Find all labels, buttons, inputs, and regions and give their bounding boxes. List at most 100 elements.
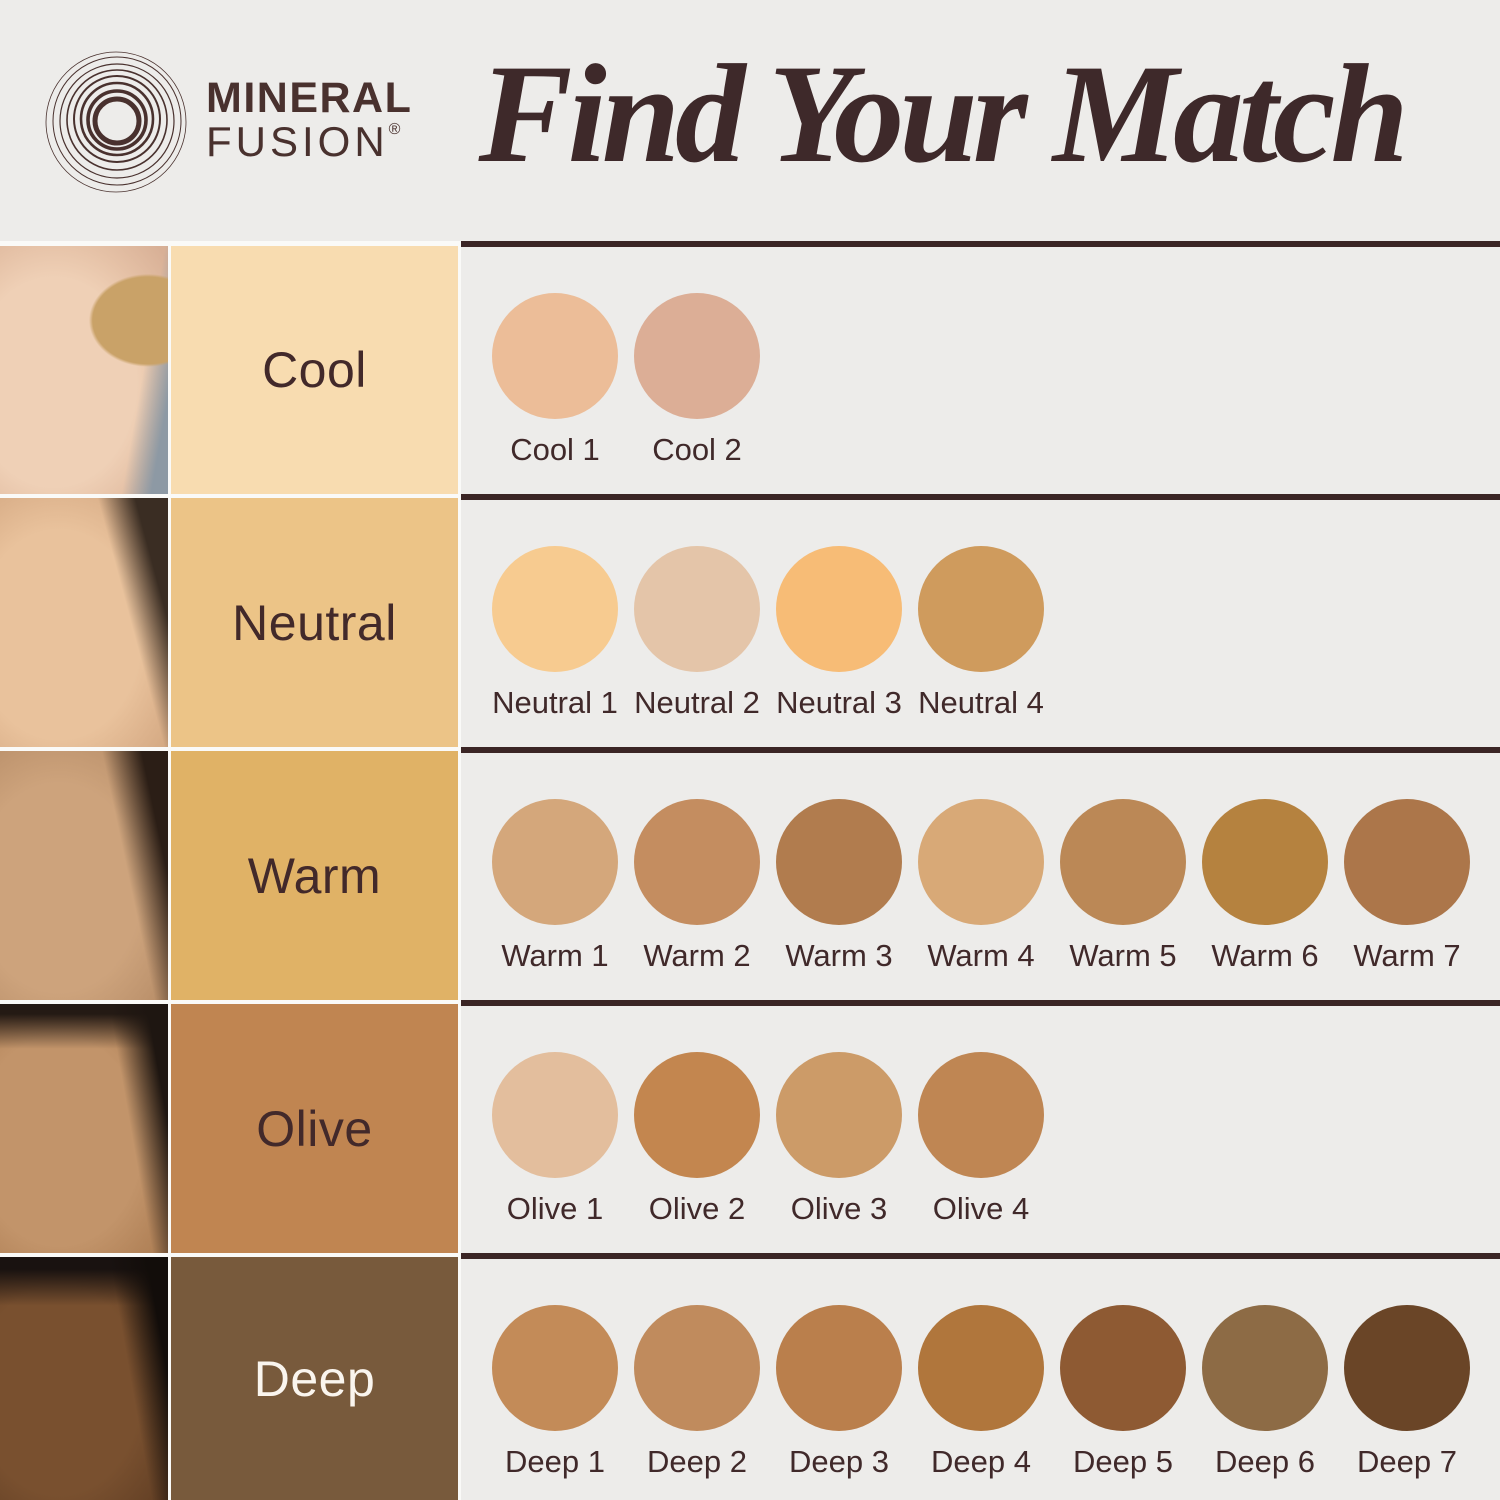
shade-swatch-neutral-1: Neutral 1 [492,546,618,721]
shade-swatch-circle [918,1305,1044,1431]
shade-swatch-circle [1344,799,1470,925]
shade-row-warm: Warm Warm 1 Warm 2 Warm 3 Warm 4 Warm 5 … [0,747,1500,1000]
shade-swatch-olive-3: Olive 3 [776,1052,902,1227]
shade-swatch-deep-3: Deep 3 [776,1305,902,1480]
shade-swatch-deep-1: Deep 1 [492,1305,618,1480]
shade-swatch-olive-1: Olive 1 [492,1052,618,1227]
shade-swatch-circle [776,546,902,672]
swatch-area: Neutral 1 Neutral 2 Neutral 3 Neutral 4 [461,494,1500,747]
shade-swatch-circle [918,546,1044,672]
shade-swatch-label: Deep 6 [1215,1444,1315,1479]
shade-swatch-label: Olive 4 [932,1191,1030,1226]
shade-swatch-warm-4: Warm 4 [918,799,1044,974]
shade-swatch-neutral-3: Neutral 3 [776,546,902,721]
shade-swatch-circle [1344,1305,1470,1431]
swatch-list: Warm 1 Warm 2 Warm 3 Warm 4 Warm 5 Warm … [492,799,1500,974]
shade-swatch-label: Olive 1 [506,1191,604,1226]
shade-swatch-label: Olive 2 [648,1191,746,1226]
model-photo-deep [0,1253,168,1500]
header: MINERAL FUSION ® Find Your Match [0,0,1500,241]
shade-swatch-label: Cool 2 [652,432,742,467]
shade-swatch-deep-5: Deep 5 [1060,1305,1186,1480]
shade-swatch-cool-2: Cool 2 [634,293,760,468]
column-gap [168,1253,171,1500]
shade-swatch-circle [776,1052,902,1178]
shade-swatch-cool-1: Cool 1 [492,293,618,468]
shade-swatch-label: Warm 1 [501,938,609,973]
shade-swatch-circle [492,1052,618,1178]
shade-swatch-circle [492,293,618,419]
swatch-list: Cool 1 Cool 2 [492,293,1500,468]
tone-label-block: Deep [171,1253,458,1500]
shade-swatch-warm-1: Warm 1 [492,799,618,974]
shade-swatch-label: Warm 7 [1353,938,1461,973]
shade-swatch-label: Deep 7 [1357,1444,1457,1479]
column-gap [168,241,171,494]
shade-swatch-circle [634,1052,760,1178]
shade-swatch-label: Deep 3 [789,1444,889,1479]
shade-swatch-circle [1202,1305,1328,1431]
column-gap [458,494,461,747]
column-gap [458,747,461,1000]
shade-swatch-circle [1202,799,1328,925]
shade-swatch-deep-7: Deep 7 [1344,1305,1470,1480]
column-gap [168,494,171,747]
shade-swatch-label: Warm 5 [1069,938,1177,973]
brand-line-fusion: FUSION ® [206,117,401,165]
swatch-list: Olive 1 Olive 2 Olive 3 Olive 4 [492,1052,1500,1227]
shade-swatch-warm-3: Warm 3 [776,799,902,974]
shade-swatch-label: Neutral 4 [918,685,1044,720]
swatch-area: Olive 1 Olive 2 Olive 3 Olive 4 [461,1000,1500,1253]
shade-swatch-label: Neutral 3 [776,685,902,720]
shade-swatch-circle [634,799,760,925]
model-photo-olive [0,1000,168,1253]
shade-swatch-label: Warm 4 [927,938,1035,973]
shade-swatch-neutral-4: Neutral 4 [918,546,1044,721]
column-gap [458,241,461,494]
shade-swatch-circle [918,1052,1044,1178]
shade-row-olive: Olive Olive 1 Olive 2 Olive 3 Olive 4 [0,1000,1500,1253]
shade-swatch-label: Neutral 2 [634,685,760,720]
shade-swatch-label: Warm 2 [643,938,751,973]
shade-swatch-label: Cool 1 [510,432,600,467]
column-gap [458,1253,461,1500]
shade-row-deep: Deep Deep 1 Deep 2 Deep 3 Deep 4 Deep 5 … [0,1253,1500,1500]
shade-swatch-label: Neutral 1 [492,685,618,720]
tone-label-block: Olive [171,1000,458,1253]
shade-swatch-circle [1060,799,1186,925]
shade-swatch-neutral-2: Neutral 2 [634,546,760,721]
swatch-area: Warm 1 Warm 2 Warm 3 Warm 4 Warm 5 Warm … [461,747,1500,1000]
tone-label-cool: Cool [262,342,367,398]
model-photo-neutral [0,494,168,747]
shade-row-cool: Cool Cool 1 Cool 2 [0,241,1500,494]
shade-swatch-deep-6: Deep 6 [1202,1305,1328,1480]
shade-swatch-circle [634,293,760,419]
mineral-fusion-logo-icon [45,51,187,192]
shade-swatch-label: Olive 3 [790,1191,888,1226]
shade-swatch-circle [1060,1305,1186,1431]
brand-line-mineral: MINERAL [206,73,413,122]
tone-label-block: Warm [171,747,458,1000]
shade-swatch-label: Deep 4 [931,1444,1031,1479]
model-photo-cool [0,241,168,494]
tone-label-block: Neutral [171,494,458,747]
tone-label-block: Cool [171,241,458,494]
tone-label-warm: Warm [247,847,382,904]
shade-swatch-circle [492,1305,618,1431]
shade-swatch-circle [634,546,760,672]
column-gap [168,1000,171,1253]
shade-swatch-circle [776,1305,902,1431]
shade-swatch-label: Deep 1 [505,1444,605,1479]
shade-swatch-circle [634,1305,760,1431]
shade-swatch-deep-2: Deep 2 [634,1305,760,1480]
column-gap [168,747,171,1000]
shade-row-neutral: Neutral Neutral 1 Neutral 2 Neutral 3 Ne… [0,494,1500,747]
shade-swatch-warm-7: Warm 7 [1344,799,1470,974]
shade-swatch-warm-5: Warm 5 [1060,799,1186,974]
shade-swatch-warm-2: Warm 2 [634,799,760,974]
shade-swatch-label: Warm 6 [1211,938,1319,973]
shade-swatch-label: Deep 2 [647,1444,747,1479]
shade-swatch-warm-6: Warm 6 [1202,799,1328,974]
brand-wordmark: MINERAL FUSION ® [206,73,413,165]
shade-swatch-circle [492,799,618,925]
